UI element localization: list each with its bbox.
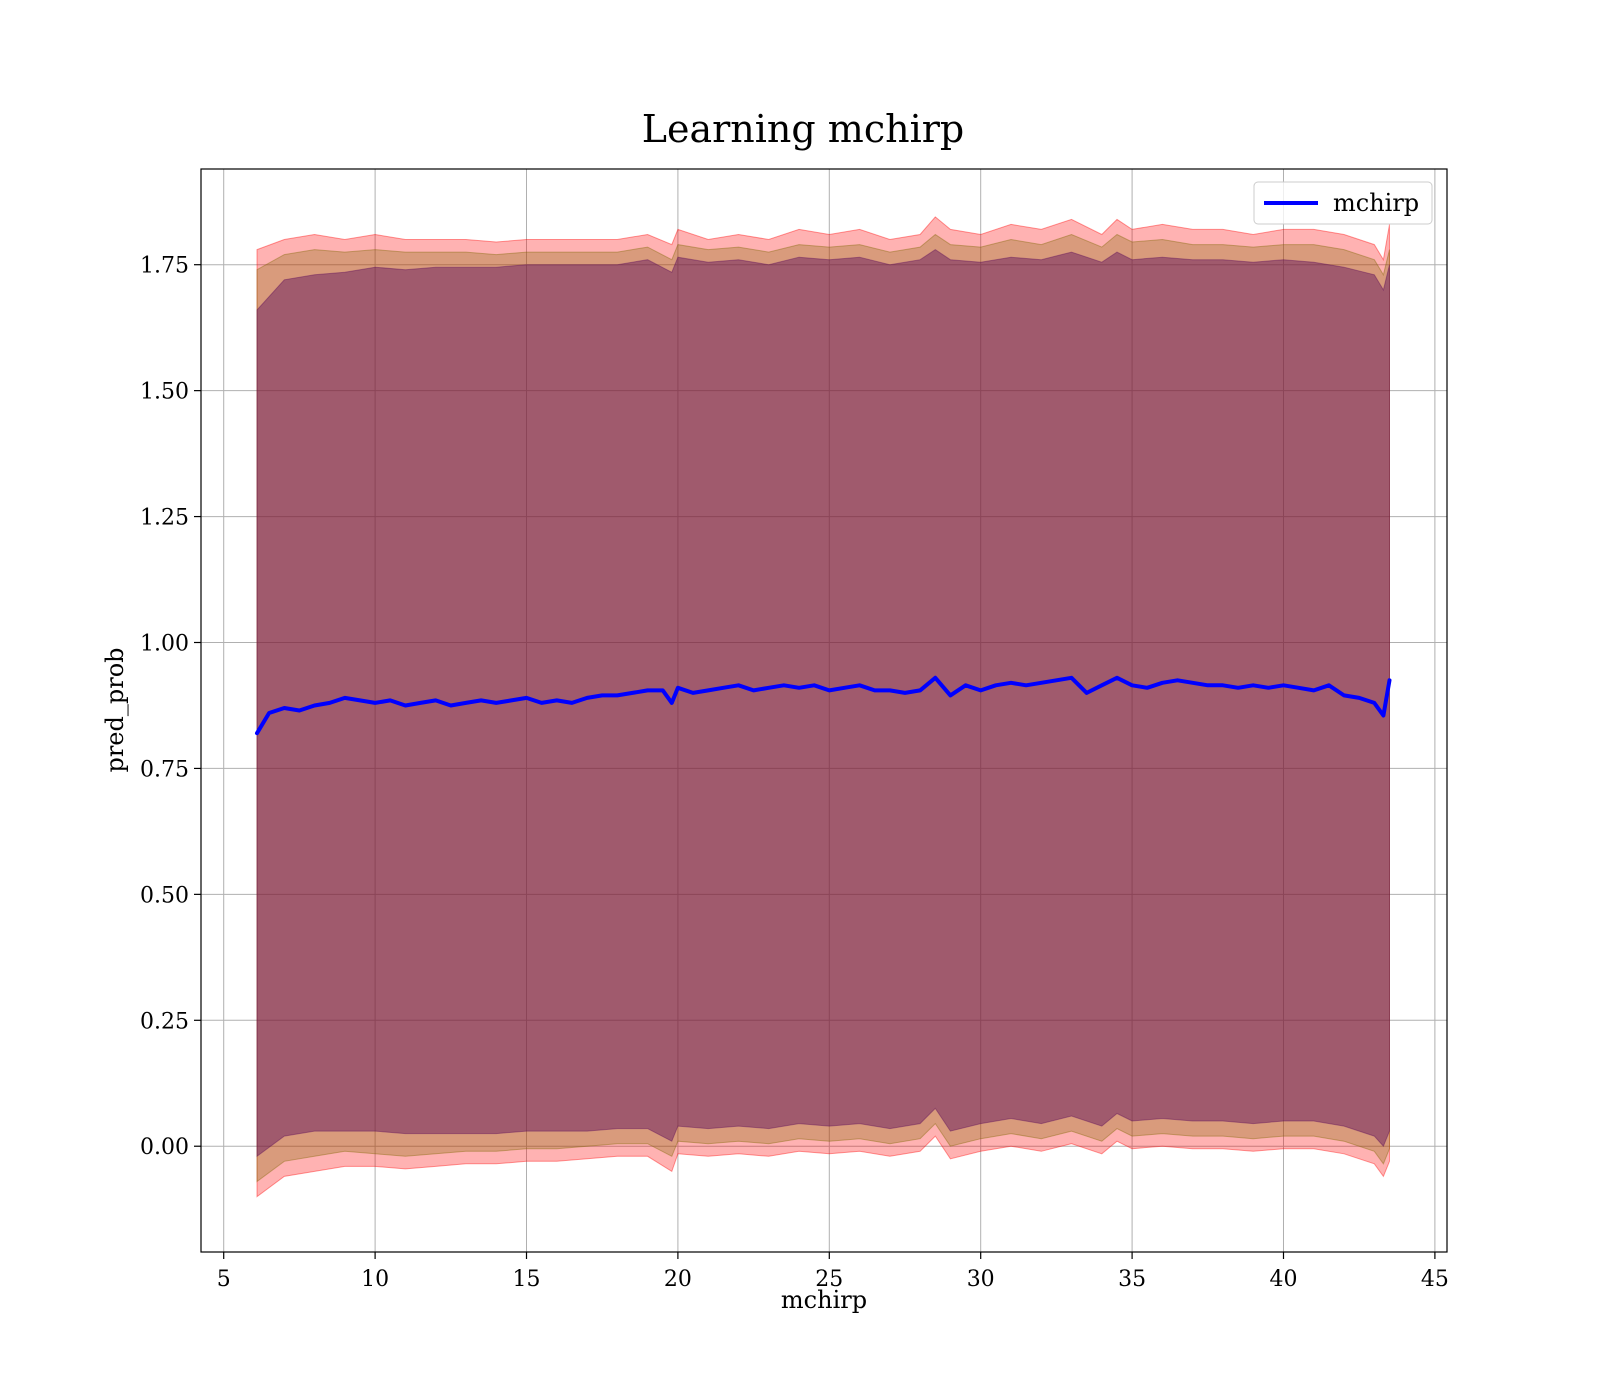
x-tick-label: 15 (513, 1267, 541, 1292)
confidence-band-1 (256, 233, 1390, 1183)
legend: mchirp (1253, 181, 1433, 225)
series-lines (255, 675, 1392, 736)
legend-label-mchirp: mchirp (1333, 189, 1419, 217)
y-tick-label: 0.25 (140, 1009, 189, 1034)
x-tick-label: 25 (815, 1267, 843, 1292)
x-tick-label: 45 (1421, 1267, 1449, 1292)
x-tick-label: 40 (1269, 1267, 1297, 1292)
axes-frame (200, 168, 1448, 1253)
series-line-mchirp (255, 675, 1392, 736)
x-tick-label: 20 (664, 1267, 692, 1292)
legend-box (1253, 181, 1433, 225)
confidence-band-2 (256, 248, 1390, 1158)
x-tick-label: 5 (217, 1267, 231, 1292)
x-axis-label: mchirp (781, 1286, 867, 1314)
plot-background (201, 169, 1447, 1252)
x-tick-label: 10 (361, 1267, 389, 1292)
y-tick-label: 0.00 (140, 1135, 189, 1160)
x-tick-label: 35 (1118, 1267, 1146, 1292)
y-axis-label: pred_prob (101, 647, 129, 772)
y-tick-label: 1.75 (140, 254, 189, 279)
y-tick-label: 1.50 (140, 380, 189, 405)
x-axis-ticks: 5 10 15 20 25 30 35 40 45 (217, 1252, 1449, 1292)
y-tick-label: 1.25 (140, 506, 189, 531)
x-tick-label: 30 (967, 1267, 995, 1292)
y-tick-label: 0.75 (140, 757, 189, 782)
y-tick-label: 1.00 (140, 631, 189, 656)
confidence-bands (256, 216, 1390, 1198)
confidence-band-0 (256, 216, 1390, 1198)
grid (201, 169, 1447, 1252)
plot-area (200, 168, 1448, 1253)
y-tick-label: 0.50 (140, 883, 189, 908)
chart-title: Learning mchirp (642, 107, 964, 151)
y-axis-ticks: 0.00 0.25 0.50 0.75 1.00 1.25 1.50 1.75 (140, 254, 201, 1160)
